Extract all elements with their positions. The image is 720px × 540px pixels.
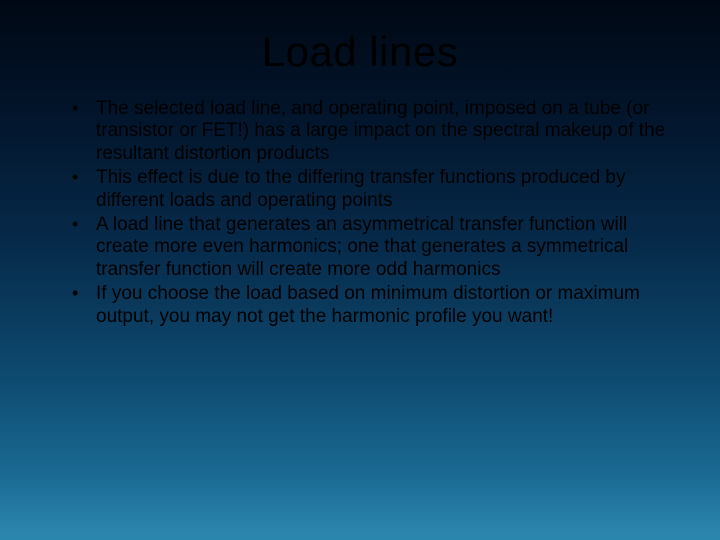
bullet-item: The selected load line, and operating po… (66, 98, 672, 165)
bullet-item: If you choose the load based on minimum … (66, 283, 672, 328)
slide: Load lines The selected load line, and o… (0, 0, 720, 540)
bullet-list: The selected load line, and operating po… (48, 98, 672, 328)
slide-title: Load lines (48, 28, 672, 76)
bullet-item: A load line that generates an asymmetric… (66, 214, 672, 281)
bullet-item: This effect is due to the differing tran… (66, 167, 672, 212)
